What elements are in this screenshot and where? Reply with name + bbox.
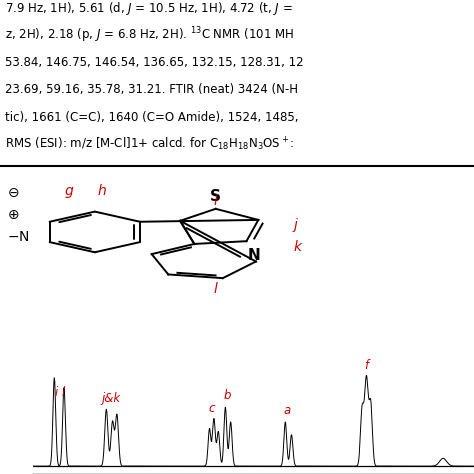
Text: b: b [223, 389, 231, 402]
Text: i: i [214, 193, 218, 208]
Text: j&k: j&k [101, 392, 120, 405]
Text: c: c [208, 402, 215, 415]
Text: 23.69, 59.16, 35.78, 31.21. FTIR (neat) 3424 (N-H: 23.69, 59.16, 35.78, 31.21. FTIR (neat) … [5, 83, 298, 96]
Text: 53.84, 146.75, 146.54, 136.65, 132.15, 128.31, 12: 53.84, 146.75, 146.54, 136.65, 132.15, 1… [5, 56, 303, 69]
Text: tic), 1661 (C=C), 1640 (C=O Amide), 1524, 1485,: tic), 1661 (C=C), 1640 (C=O Amide), 1524… [5, 111, 298, 124]
Text: RMS (ESI): m/z [M-Cl]1+ calcd. for C$_{18}$H$_{18}$N$_3$OS$^+$:: RMS (ESI): m/z [M-Cl]1+ calcd. for C$_{1… [5, 136, 294, 153]
Text: k: k [294, 240, 302, 254]
Text: z, 2H), 2.18 (p, $J$ = 6.8 Hz, 2H). $^{13}$C NMR (101 MH: z, 2H), 2.18 (p, $J$ = 6.8 Hz, 2H). $^{1… [5, 26, 294, 45]
Text: i l: i l [55, 386, 65, 400]
Text: h: h [98, 184, 106, 198]
Text: l: l [214, 282, 218, 296]
Text: N: N [247, 247, 260, 263]
Text: g: g [64, 184, 73, 198]
Text: $-$N: $-$N [7, 229, 30, 244]
Text: $\ominus$: $\ominus$ [7, 186, 19, 200]
Text: $\oplus$: $\oplus$ [7, 208, 19, 222]
Text: f: f [365, 359, 368, 372]
Text: 7.9 Hz, 1H), 5.61 (d, $J$ = 10.5 Hz, 1H), 4.72 (t, $J$ =: 7.9 Hz, 1H), 5.61 (d, $J$ = 10.5 Hz, 1H)… [5, 0, 292, 17]
Text: a: a [283, 404, 291, 417]
Text: j: j [294, 218, 298, 231]
Text: S: S [210, 189, 221, 204]
